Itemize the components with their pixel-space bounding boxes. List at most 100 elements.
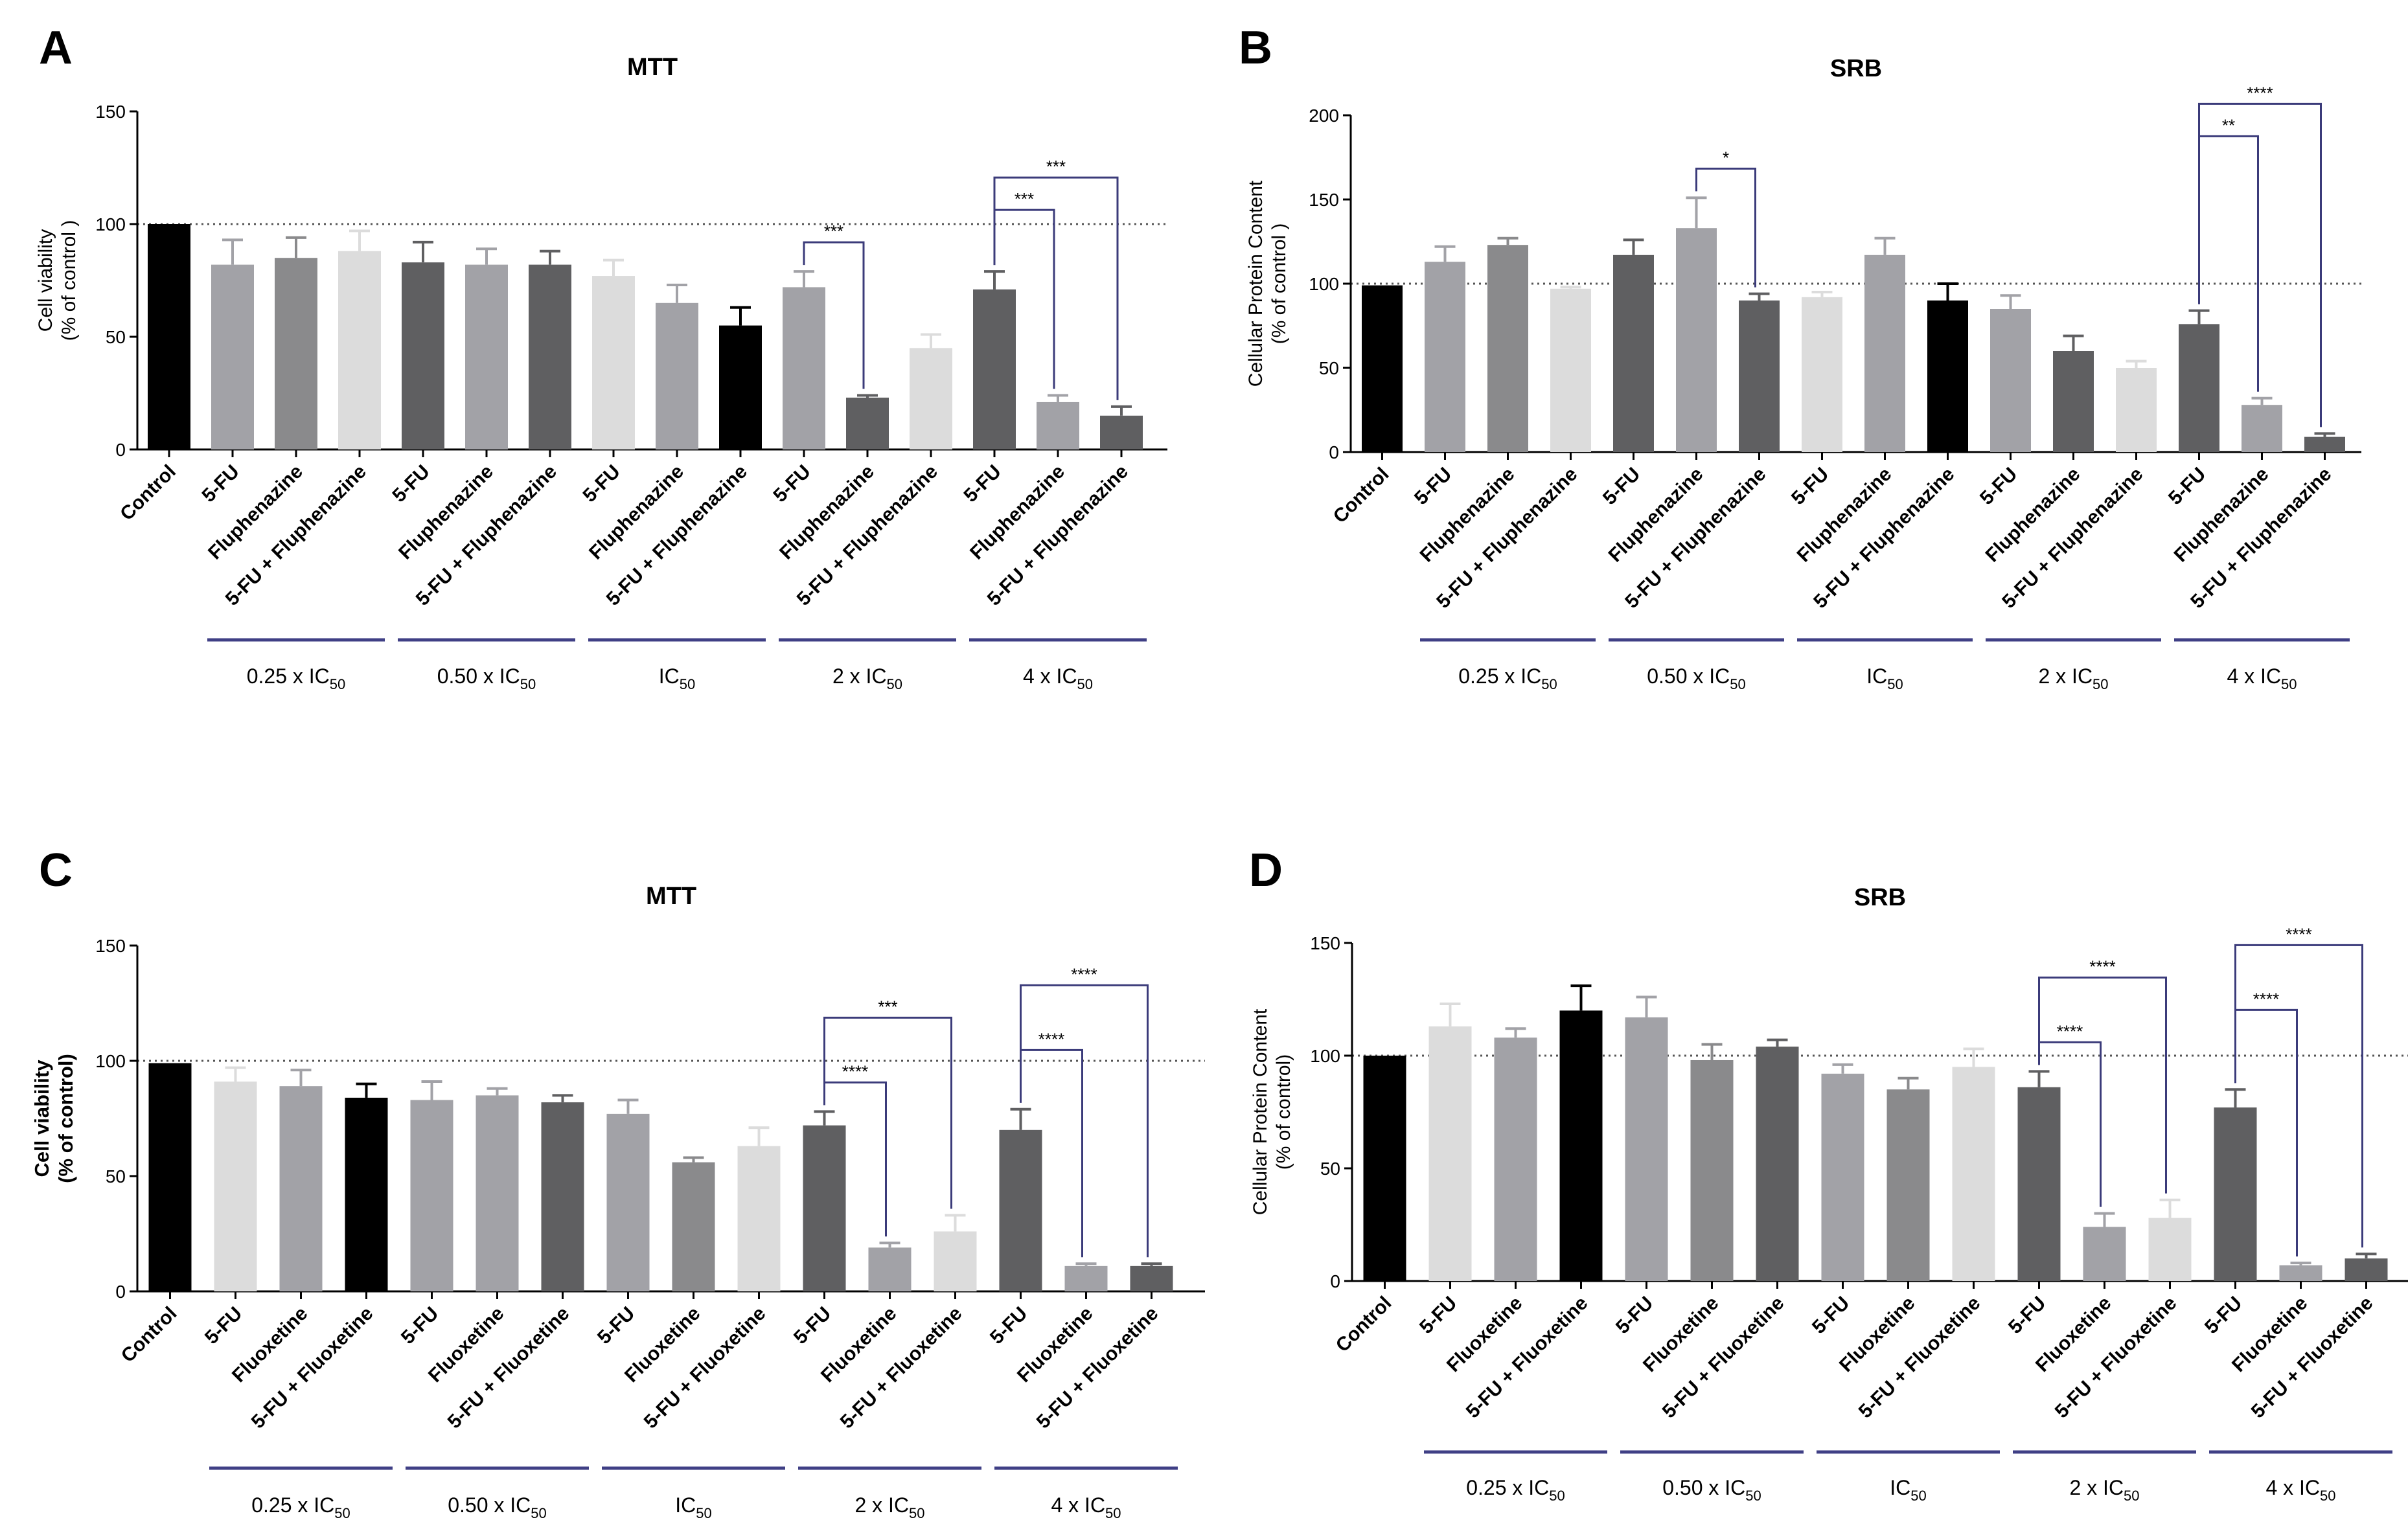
group-label: 4 x IC50 [1023, 664, 1093, 692]
bar [803, 1125, 846, 1291]
significance-label: **** [2089, 957, 2115, 976]
category-label: 5-FU + Fluoxetine [640, 1303, 770, 1433]
group-label-subscript: 50 [2093, 676, 2108, 692]
bar [606, 1113, 650, 1291]
category-label: 5-FU + Fluoxetine [836, 1303, 967, 1433]
bar [465, 264, 508, 449]
bar [1690, 1060, 1734, 1281]
bar [1363, 1056, 1406, 1281]
group-label-text: 0.50 x IC [448, 1493, 531, 1517]
bar [214, 1082, 257, 1291]
group-label-text: 0.25 x IC [251, 1493, 334, 1517]
y-axis-label-line: (% of control ) [58, 220, 80, 341]
y-axis-label-d: Cellular Protein Content (% of control) [1250, 1008, 1294, 1215]
y-tick-label: 150 [1310, 933, 1340, 953]
bar [529, 264, 571, 449]
group-label: 4 x IC50 [2227, 664, 2297, 692]
group-label-text: 4 x IC [1051, 1493, 1105, 1517]
group-label: IC50 [1890, 1476, 1926, 1504]
significance-label: *** [1046, 157, 1066, 176]
category-label: 5-FU [769, 461, 814, 506]
bar [211, 264, 254, 449]
bar [1739, 301, 1780, 452]
bar [1821, 1073, 1864, 1281]
bar [1756, 1047, 1799, 1281]
bar [2242, 405, 2282, 452]
y-tick-label: 0 [115, 440, 126, 460]
group-label-subscript: 50 [696, 1505, 711, 1521]
group-label-subscript: 50 [2281, 676, 2297, 692]
category-label: 5-FU [1599, 464, 1644, 509]
group-label-text: 0.50 x IC [1662, 1476, 1745, 1499]
chart-title-b: SRB [1830, 55, 1882, 82]
significance-label: **** [2057, 1021, 2083, 1041]
significance-label: *** [824, 221, 843, 241]
bar [1927, 301, 1968, 452]
bar [592, 276, 635, 449]
category-label: 5-FU [790, 1303, 835, 1348]
group-label: 2 x IC50 [832, 664, 902, 692]
panel-d: D SRB Cellular Protein Content (% of contr… [1249, 845, 2408, 1504]
bar [737, 1146, 781, 1291]
group-label-subscript: 50 [520, 676, 536, 692]
significance-bracket [803, 241, 865, 389]
group-label-subscript: 50 [1730, 676, 1745, 692]
group-label: 0.25 x IC50 [251, 1493, 350, 1521]
bar [279, 1086, 323, 1291]
category-label: 5-FU [1410, 464, 1456, 509]
bar [2345, 1258, 2388, 1281]
bar [2279, 1265, 2322, 1281]
chart-d: SRB Cellular Protein Content (% of control… [1250, 884, 2408, 1504]
bar [1802, 297, 1842, 452]
y-tick-label: 50 [106, 327, 126, 347]
category-label: 5-FU [201, 1303, 246, 1348]
bar [1952, 1067, 1995, 1281]
panel-letter-c: C [39, 845, 73, 896]
group-label-subscript: 50 [887, 676, 902, 692]
category-label: 5-FU + Fluoxetine [1462, 1293, 1592, 1423]
y-axis-label-b: Cellular Protein Content (% of control ) [1245, 180, 1290, 387]
bar [2179, 324, 2219, 452]
significance-label: *** [1015, 189, 1034, 209]
bar [1100, 415, 1143, 449]
bar [410, 1100, 453, 1291]
bar [1886, 1089, 1930, 1281]
bar [148, 1063, 192, 1291]
significance-label: **** [2247, 83, 2273, 102]
significance-label: * [1723, 148, 1729, 167]
category-label: 5-FU + Fluoxetine [2051, 1293, 2181, 1423]
group-label-subscript: 50 [531, 1505, 546, 1521]
bar [541, 1102, 584, 1291]
panel-letter-a: A [39, 22, 73, 74]
significance-label: ** [2222, 115, 2235, 135]
category-label: 5-FU [2164, 464, 2210, 509]
bar [868, 1247, 912, 1291]
category-label: 5-FU + Fluoxetine [1033, 1303, 1163, 1433]
bar [1550, 288, 1591, 452]
group-label: 0.50 x IC50 [448, 1493, 547, 1521]
y-tick-label: 50 [106, 1166, 126, 1186]
y-tick-label: 0 [1330, 1271, 1340, 1291]
bar [148, 224, 190, 449]
significance-bracket [1695, 167, 1756, 288]
group-label-subscript: 50 [2320, 1488, 2335, 1504]
group-label: 2 x IC50 [854, 1493, 924, 1521]
panel-b: B SRB Cellular Protein Content (% of contr… [1239, 22, 2361, 692]
category-label: 5-FU [986, 1303, 1031, 1348]
group-label-subscript: 50 [1077, 676, 1093, 692]
chart-title-d: SRB [1854, 884, 1906, 911]
category-label: 5-FU [2201, 1293, 2246, 1338]
y-tick-label: 150 [95, 102, 126, 122]
significance-bracket [1020, 984, 1149, 1258]
group-label-subscript: 50 [2124, 1488, 2139, 1504]
category-label: 5-FU [1416, 1293, 1461, 1338]
bar [338, 251, 381, 449]
category-label: 5-FU + Fluoxetine [1658, 1293, 1789, 1423]
group-label-subscript: 50 [1887, 676, 1903, 692]
y-axis-label-c: Cell viability(% of control) [30, 1054, 77, 1183]
group-label: IC50 [675, 1493, 711, 1521]
group-label: 0.50 x IC50 [1662, 1476, 1761, 1504]
group-label-text: 2 x IC [832, 664, 887, 688]
group-label-subscript: 50 [909, 1505, 924, 1521]
